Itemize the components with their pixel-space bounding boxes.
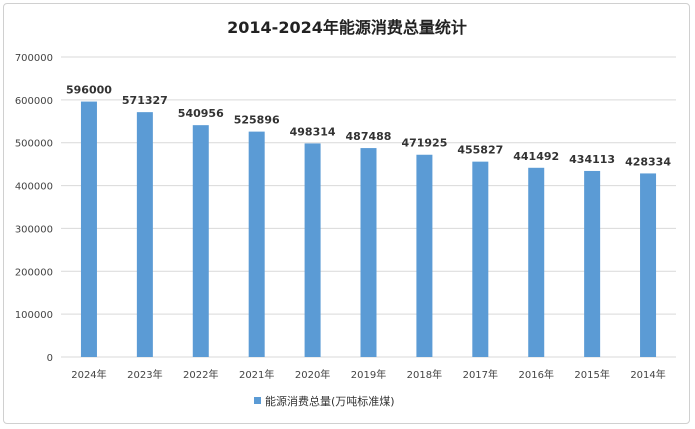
bar [584, 170, 601, 357]
bar [80, 101, 97, 357]
x-tick-label: 2017年 [463, 368, 498, 381]
bar [528, 167, 545, 357]
y-tick-label: 200000 [15, 267, 53, 278]
x-tick-label: 2019年 [351, 368, 386, 381]
x-tick-label: 2023年 [127, 368, 162, 381]
x-tick-label: 2022年 [183, 368, 218, 381]
data-label: 428334 [625, 155, 671, 168]
y-tick-label: 100000 [15, 310, 53, 321]
bar [640, 173, 657, 357]
legend-swatch [254, 397, 261, 404]
bar [192, 125, 209, 357]
data-label: 471925 [401, 137, 447, 150]
data-label: 525896 [234, 114, 280, 127]
bar [360, 148, 377, 357]
data-label: 434113 [569, 153, 615, 166]
y-tick-label: 0 [47, 353, 53, 364]
x-tick-label: 2015年 [574, 368, 609, 381]
x-tick-label: 2021年 [239, 368, 274, 381]
x-tick-label: 2020年 [295, 368, 330, 381]
y-tick-label: 300000 [15, 224, 53, 235]
bar [304, 143, 321, 357]
x-tick-label: 2024年 [71, 368, 106, 381]
chart-frame [3, 3, 690, 424]
bar [472, 161, 489, 357]
y-tick-label: 700000 [15, 53, 53, 64]
y-tick-label: 400000 [15, 182, 53, 193]
data-label: 441492 [513, 150, 559, 163]
chart-title: 2014-2024年能源消费总量统计 [227, 18, 467, 37]
bar [136, 112, 153, 357]
data-label: 540956 [178, 107, 224, 120]
data-label: 498314 [290, 125, 336, 138]
data-label: 596000 [66, 84, 112, 97]
bar [248, 131, 265, 357]
data-label: 487488 [346, 130, 392, 143]
x-tick-label: 2014年 [630, 368, 665, 381]
data-label: 455827 [457, 144, 503, 157]
legend-label: 能源消费总量(万吨标准煤) [265, 394, 395, 408]
x-tick-label: 2018年 [407, 368, 442, 381]
y-tick-label: 600000 [15, 96, 53, 107]
x-tick-label: 2016年 [519, 368, 554, 381]
y-tick-label: 500000 [15, 139, 53, 150]
bar [416, 154, 433, 357]
data-label: 571327 [122, 94, 168, 107]
